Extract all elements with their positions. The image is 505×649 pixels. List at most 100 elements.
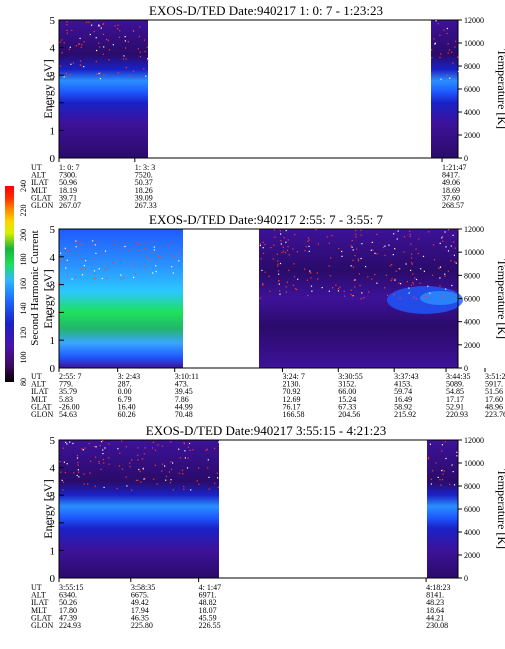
speckle [69, 46, 71, 48]
speckle [376, 282, 378, 284]
speckle [114, 243, 116, 245]
speckle [437, 23, 439, 25]
speckle [414, 277, 416, 279]
ephemeris-row-label: GLON [31, 201, 53, 210]
speckle [66, 275, 68, 277]
speckle [311, 290, 313, 292]
speckle [442, 240, 444, 242]
speckle [95, 37, 97, 39]
speckle [106, 38, 108, 41]
speckle [152, 441, 154, 443]
speckle [144, 447, 146, 449]
speckle [76, 457, 79, 459]
speckle [168, 254, 171, 256]
speckle [168, 471, 171, 473]
panel-3-data-block-b [427, 440, 458, 578]
ephemeris-row-label: ALT [31, 380, 46, 389]
speckle [317, 278, 319, 280]
speckle [337, 290, 340, 292]
speckle [81, 274, 84, 276]
speckle [390, 280, 392, 282]
speckle [144, 477, 146, 480]
speckle [62, 481, 64, 483]
speckle [297, 278, 299, 280]
speckle [139, 56, 141, 58]
speckle [143, 478, 145, 480]
speckle [296, 288, 298, 291]
panel-2: EXOS-D/TED Date:940217 2:55: 7 - 3:55: 7… [31, 212, 505, 419]
speckle [434, 43, 436, 45]
speckle [307, 237, 309, 239]
speckle [410, 257, 413, 259]
speckle [69, 73, 71, 76]
speckle [137, 243, 140, 245]
panel-3-data-block-a [59, 440, 219, 578]
speckle [182, 473, 184, 475]
speckle [118, 465, 121, 467]
panel-2-y2label: Temperature [K] [495, 259, 505, 339]
speckle [145, 75, 147, 77]
speckle [329, 275, 331, 277]
speckle [277, 263, 279, 265]
speckle [440, 484, 442, 486]
speckle [78, 241, 80, 243]
speckle [79, 243, 81, 245]
speckle [280, 243, 282, 245]
ephemeris-value: 45.59 [199, 613, 217, 622]
speckle [439, 56, 441, 59]
ephemeris-value: 17.17 [446, 395, 464, 404]
speckle [441, 450, 443, 452]
speckle [142, 469, 144, 471]
speckle [68, 48, 70, 50]
speckle [452, 471, 454, 473]
speckle [141, 458, 144, 460]
speckle [450, 245, 452, 247]
speckle [60, 252, 62, 254]
speckle [335, 284, 337, 286]
speckle [454, 247, 456, 249]
speckle [389, 265, 391, 267]
speckle [101, 252, 103, 254]
speckle [387, 294, 389, 296]
speckle [417, 252, 419, 255]
ephemeris-value: 39.45 [175, 387, 193, 396]
energy-tick-label: 1 [50, 545, 56, 557]
temperature-tick-label: 4000 [464, 318, 480, 327]
colorbar-tick-label: 180 [19, 254, 28, 266]
speckle [456, 455, 458, 457]
speckle [76, 455, 78, 457]
ephemeris-value: 3:37:43 [394, 372, 418, 381]
speckle [430, 483, 432, 485]
speckle [292, 284, 294, 286]
ephemeris-value: 6.79 [118, 395, 132, 404]
speckle [125, 47, 127, 49]
ephemeris-value: 70.92 [282, 387, 300, 396]
ephemeris-value: 226.55 [199, 621, 221, 630]
speckle [403, 251, 405, 253]
panel-3-temperature-ticks: 0 2000 4000 6000 8000 10000 12000 [458, 436, 484, 583]
energy-tick-label: 5 [50, 435, 56, 447]
speckle [178, 260, 180, 262]
speckle [455, 40, 457, 42]
speckle [310, 272, 312, 274]
speckle [441, 237, 443, 239]
speckle [102, 440, 104, 442]
energy-tick-label: 3 [50, 490, 56, 502]
ephemeris-value: 5089. [446, 380, 464, 389]
speckle [448, 49, 450, 51]
speckle [337, 287, 340, 290]
speckle [158, 255, 160, 258]
speckle [288, 254, 290, 256]
ephemeris-value: 1: 3: 3 [135, 163, 155, 172]
panel-2-light-patch [420, 291, 460, 305]
energy-tick-label: 2 [50, 307, 56, 319]
speckle [441, 470, 443, 472]
ephemeris-value: 267.07 [59, 201, 81, 210]
speckle [137, 454, 139, 456]
speckle [80, 268, 82, 270]
speckle [112, 44, 114, 46]
ephemeris-value: 54.63 [59, 410, 77, 419]
ephemeris-value: 39.71 [59, 193, 77, 202]
speckle [394, 248, 396, 250]
ephemeris-value: 17.80 [59, 606, 77, 615]
